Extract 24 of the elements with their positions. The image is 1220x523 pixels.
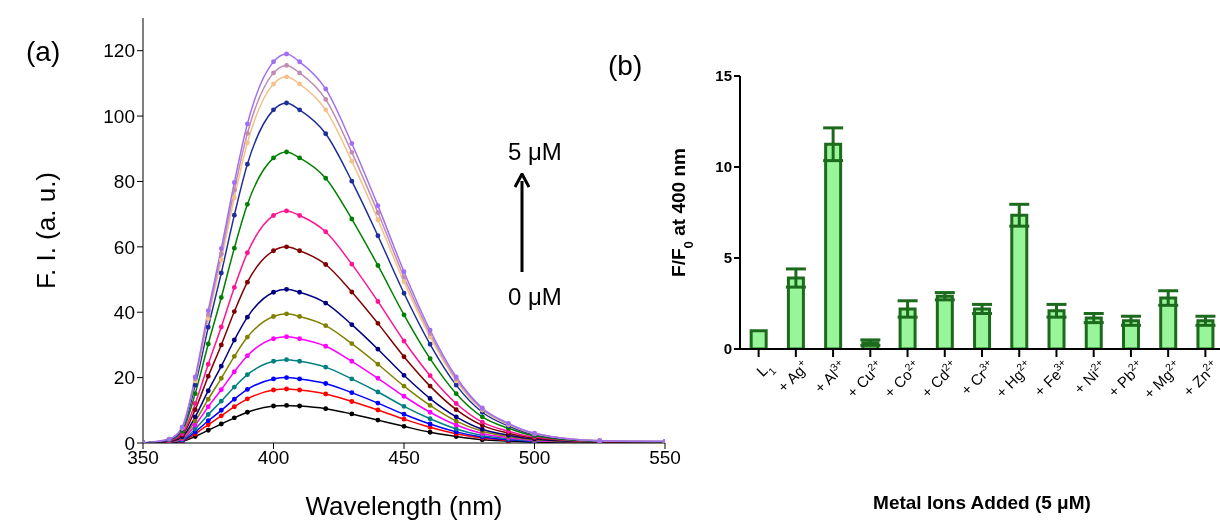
y-tick-label: 100 bbox=[103, 105, 135, 127]
y-axis-title: F. I. (a. u.) bbox=[31, 171, 61, 290]
y-tick-label: 10 bbox=[715, 158, 732, 176]
annotation: 5 μM bbox=[508, 138, 562, 166]
x-tick-label: 400 bbox=[257, 447, 290, 469]
x-axis-title: Wavelength (nm) bbox=[305, 491, 503, 521]
y-tick-label: 120 bbox=[103, 40, 135, 62]
y-tick-label: 20 bbox=[113, 367, 135, 389]
bar bbox=[973, 307, 992, 349]
text: (a) bbox=[26, 36, 61, 68]
annotation: 0 μM bbox=[508, 283, 562, 311]
x-axis-title: Metal Ions Added (5 μM) bbox=[873, 492, 1091, 513]
x-tick-label: 500 bbox=[518, 447, 551, 469]
y-tick-label: 0 bbox=[723, 340, 732, 358]
bar bbox=[749, 329, 768, 349]
annotation: (b) bbox=[608, 50, 643, 82]
x-tick-label: 450 bbox=[388, 447, 420, 469]
y-tick-label: 15 bbox=[715, 67, 732, 85]
y-tick-label: 60 bbox=[113, 236, 135, 258]
x-tick-label: 550 bbox=[649, 447, 681, 469]
y-tick-label: 5 bbox=[723, 249, 732, 267]
y-tick-label: 40 bbox=[113, 301, 135, 323]
y-tick-label: 80 bbox=[113, 171, 135, 193]
bar bbox=[935, 294, 954, 349]
